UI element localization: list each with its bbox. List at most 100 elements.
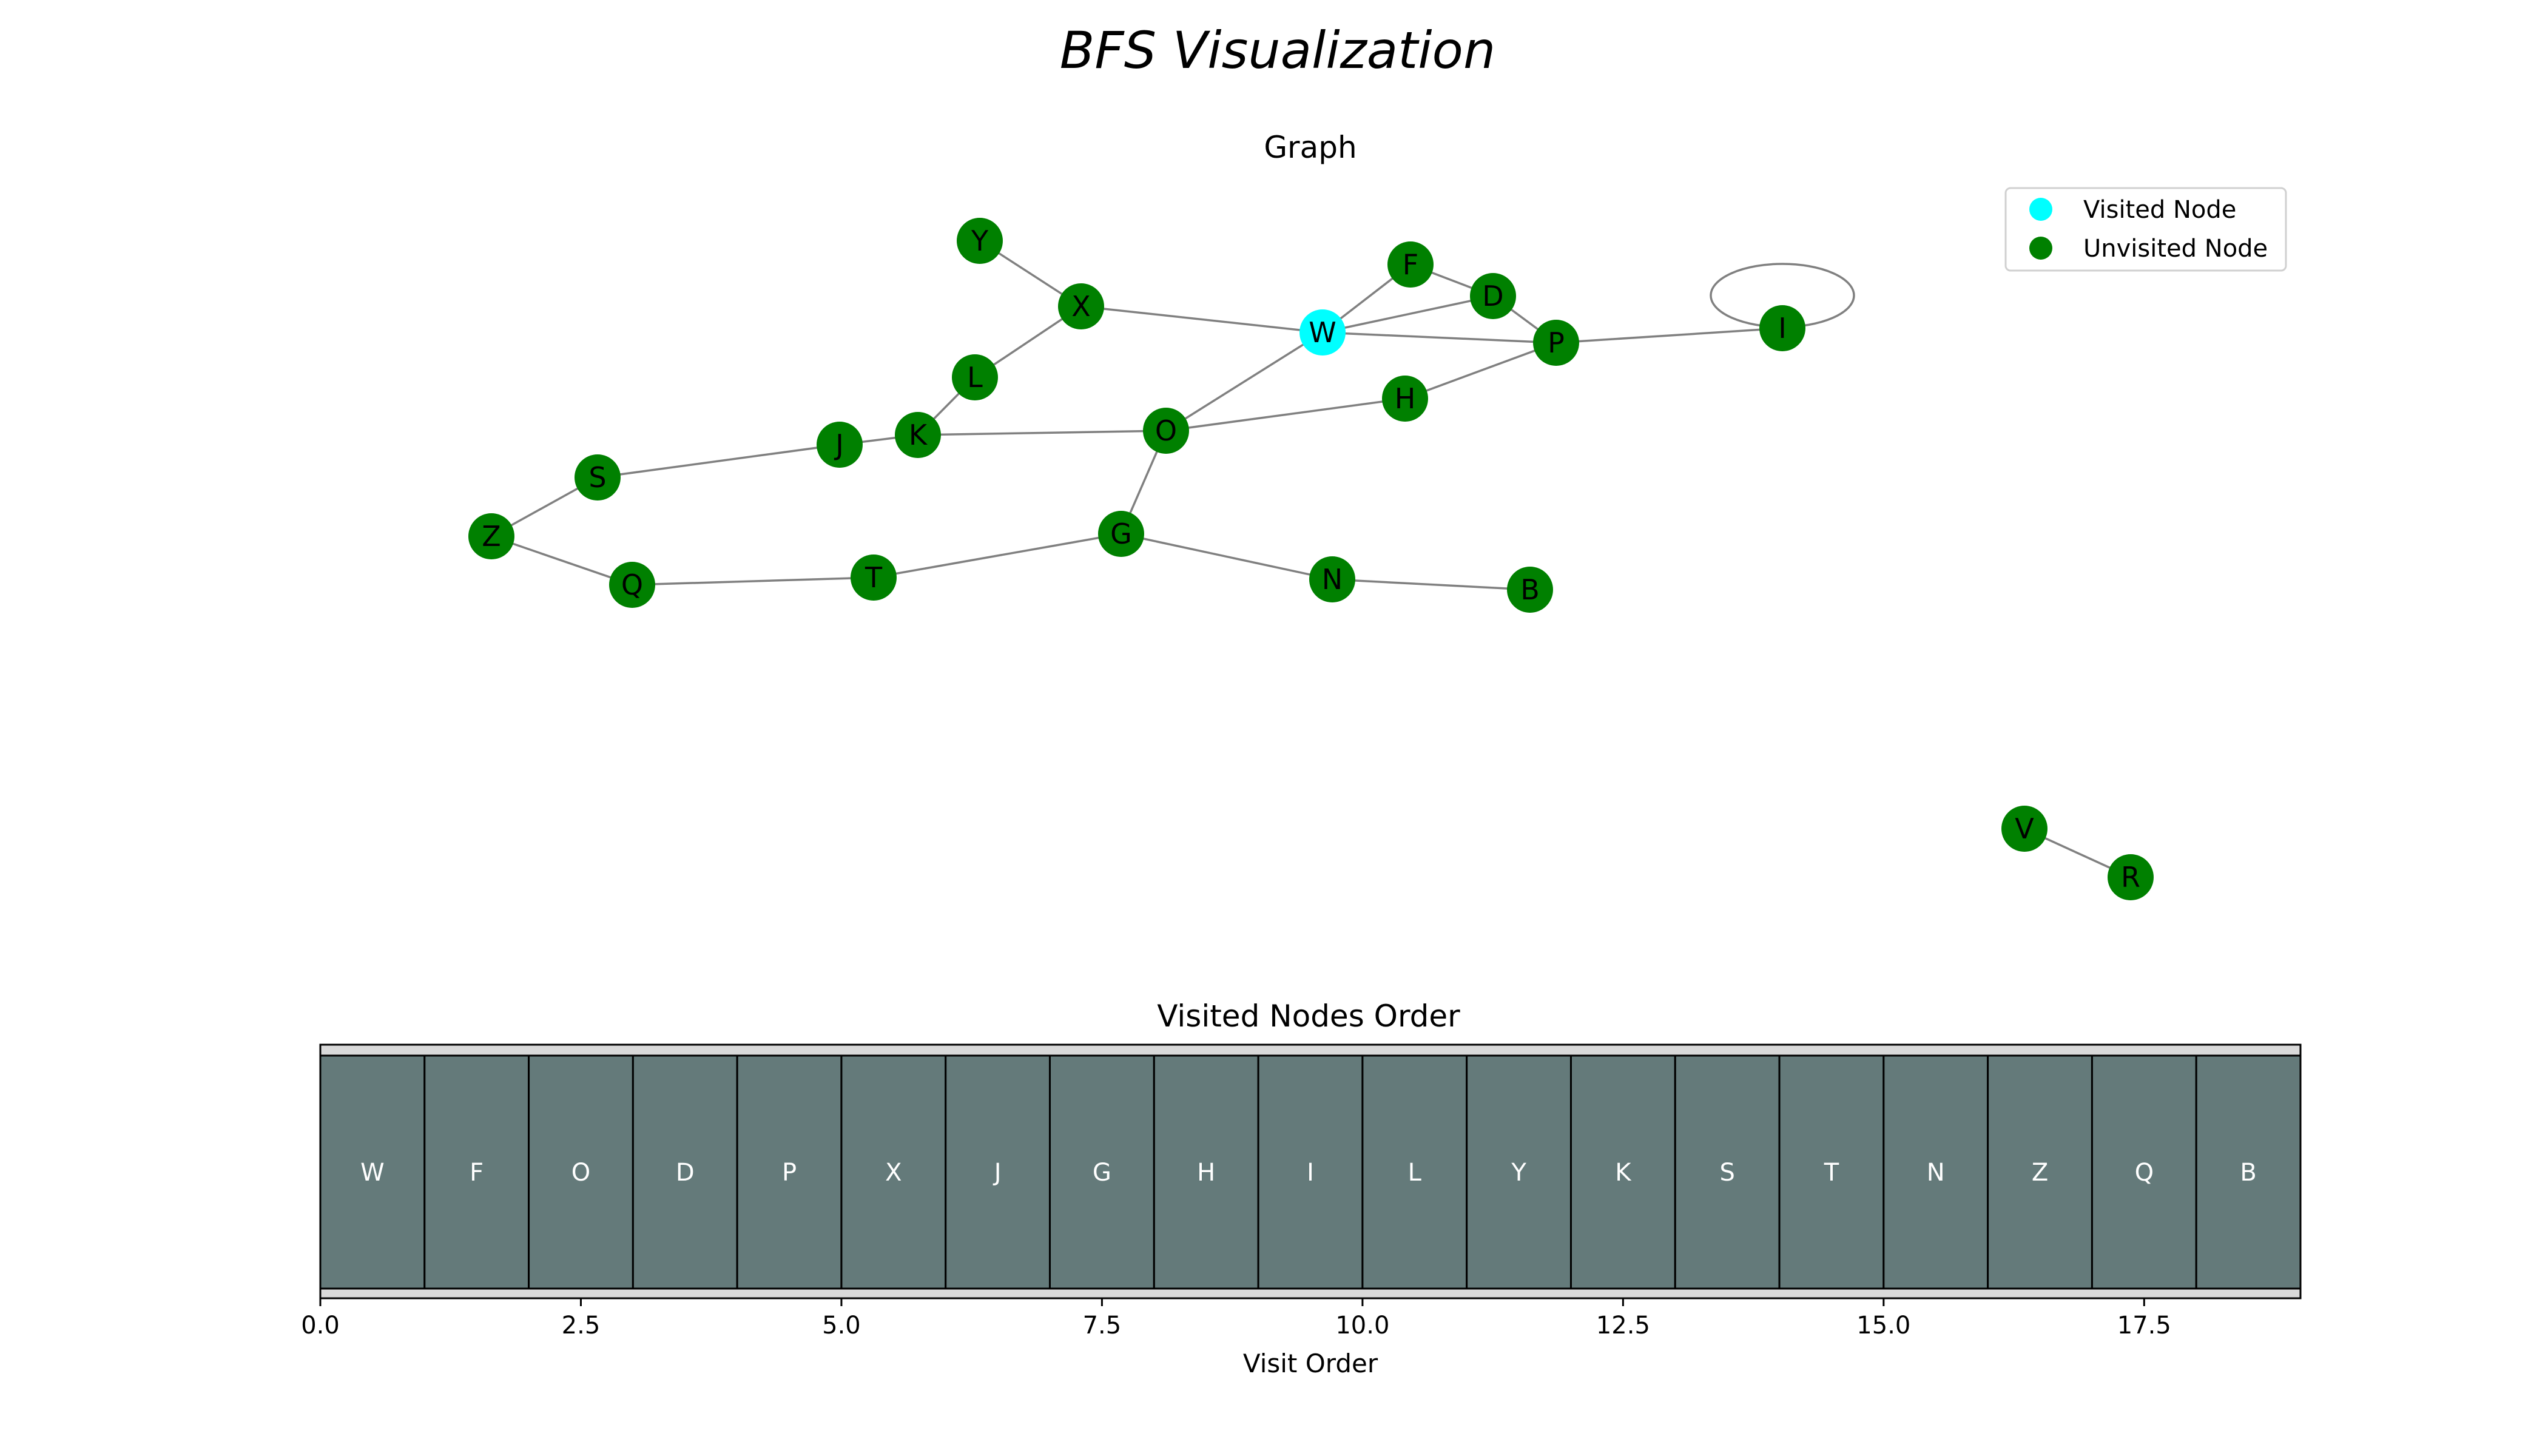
visit-cell-O: O <box>528 1054 634 1290</box>
edge-W-D <box>1322 295 1494 334</box>
node-X: X <box>1058 283 1104 329</box>
visit-cell-D-label: D <box>676 1159 695 1187</box>
node-S-label: S <box>588 461 606 494</box>
visit-cell-J-label: J <box>993 1159 1002 1187</box>
visit-cell-J-bar <box>945 1054 1051 1290</box>
node-T-label: T <box>864 561 883 594</box>
visit-cell-X-label: X <box>885 1159 902 1187</box>
node-W-marker <box>1299 309 1346 356</box>
visit-cell-H: H <box>1153 1054 1259 1290</box>
node-L-label: L <box>967 361 983 394</box>
node-N-label: N <box>1322 563 1343 596</box>
node-Q-label: Q <box>621 568 643 601</box>
node-Y: Y <box>957 218 1003 264</box>
edge-O-K <box>917 430 1167 436</box>
node-K-marker <box>895 412 941 458</box>
visit-cell-F-label: F <box>470 1159 484 1187</box>
node-H-marker <box>1382 376 1428 422</box>
node-R-marker <box>2108 854 2154 900</box>
node-W: W <box>1299 309 1346 356</box>
legend-unvisited-marker <box>2029 237 2052 260</box>
edge-Q-T <box>632 576 874 586</box>
node-K-label: K <box>909 419 928 451</box>
visit-cell-K-label: K <box>1615 1159 1632 1187</box>
node-R: R <box>2108 854 2154 900</box>
node-N: N <box>1309 556 1355 602</box>
legend-visited-label: Visited Node <box>2083 196 2236 224</box>
node-T-marker <box>851 554 897 601</box>
node-O-label: O <box>1155 414 1177 447</box>
node-G-marker <box>1098 511 1144 557</box>
legend: Visited Node Unvisited Node <box>2004 187 2287 272</box>
visit-cell-N-bar <box>1882 1054 1989 1290</box>
node-Y-marker <box>957 218 1003 264</box>
x-tick-label: 2.5 <box>562 1312 601 1340</box>
x-tick-label: 17.5 <box>2117 1312 2171 1340</box>
node-I: I <box>1759 305 1805 351</box>
visit-cell-B: B <box>2195 1054 2302 1290</box>
node-F-marker <box>1387 241 1434 288</box>
visit-cell-W-label: W <box>360 1159 385 1187</box>
visit-cell-S-bar <box>1674 1054 1781 1290</box>
visit-cell-G: G <box>1049 1054 1155 1290</box>
visit-cell-L-bar <box>1361 1054 1468 1290</box>
node-P-label: P <box>1548 326 1565 359</box>
node-D-marker <box>1470 273 1516 319</box>
visit-cell-B-label: B <box>2240 1159 2256 1187</box>
visit-cell-N-label: N <box>1927 1159 1945 1187</box>
node-L-marker <box>952 354 998 400</box>
node-Z-label: Z <box>482 520 501 553</box>
node-J-label: J <box>834 428 844 461</box>
node-D-label: D <box>1482 280 1503 312</box>
x-axis-label: Visit Order <box>1243 1349 1378 1378</box>
visit-cell-Y-label: Y <box>1511 1159 1526 1187</box>
graph-panel: Graph Y X W F D P I L H O J K S Z Q T G N B V R Visited Node… <box>468 130 2287 900</box>
visit-cell-W: W <box>319 1054 426 1290</box>
visit-order-title: Visited Nodes Order <box>1157 999 1460 1034</box>
visit-cell-H-label: H <box>1197 1159 1215 1187</box>
node-P: P <box>1533 320 1579 366</box>
visit-cell-K: K <box>1569 1054 1676 1290</box>
edge-W-P <box>1322 331 1557 344</box>
node-B-marker <box>1507 567 1553 613</box>
x-tick-label: 10.0 <box>1335 1312 1389 1340</box>
node-S: S <box>575 454 621 500</box>
visit-cell-G-label: G <box>1093 1159 1111 1187</box>
visit-cell-Y: Y <box>1466 1054 1572 1290</box>
visit-cell-Q-label: Q <box>2135 1159 2154 1187</box>
visit-cell-B-bar <box>2195 1054 2302 1290</box>
node-D: D <box>1470 273 1516 319</box>
visit-cell-P-bar <box>736 1054 843 1290</box>
visit-cell-L: L <box>1361 1054 1468 1290</box>
visit-cell-X: X <box>840 1054 947 1290</box>
edge-Z-Q <box>491 535 633 586</box>
visit-cell-P-label: P <box>782 1159 797 1187</box>
node-V: V <box>2001 806 2048 852</box>
legend-visited-marker <box>2029 198 2052 221</box>
edge-P-H <box>1404 342 1557 400</box>
visit-cell-H-bar <box>1153 1054 1259 1290</box>
node-B-label: B <box>1520 573 1540 606</box>
visit-cell-Y-bar <box>1466 1054 1572 1290</box>
node-O-marker <box>1143 408 1189 454</box>
visit-cell-T-bar <box>1778 1054 1885 1290</box>
edge-T-G <box>873 533 1122 579</box>
node-H-label: H <box>1395 382 1416 415</box>
node-V-marker <box>2001 806 2048 852</box>
node-S-marker <box>575 454 621 500</box>
node-F: F <box>1387 241 1434 288</box>
edge-X-W <box>1080 305 1323 334</box>
node-V-label: V <box>2015 812 2034 845</box>
node-Z: Z <box>468 513 514 559</box>
visit-cell-O-bar <box>528 1054 634 1290</box>
node-G-label: G <box>1110 517 1132 550</box>
x-tick-label: 5.0 <box>822 1312 861 1340</box>
visit-cell-W-bar <box>319 1054 426 1290</box>
node-P-marker <box>1533 320 1579 366</box>
edge-J-S <box>597 443 840 479</box>
legend-frame <box>2004 187 2287 272</box>
edge-P-I <box>1555 327 1783 344</box>
visit-cell-I-label: I <box>1307 1159 1314 1187</box>
